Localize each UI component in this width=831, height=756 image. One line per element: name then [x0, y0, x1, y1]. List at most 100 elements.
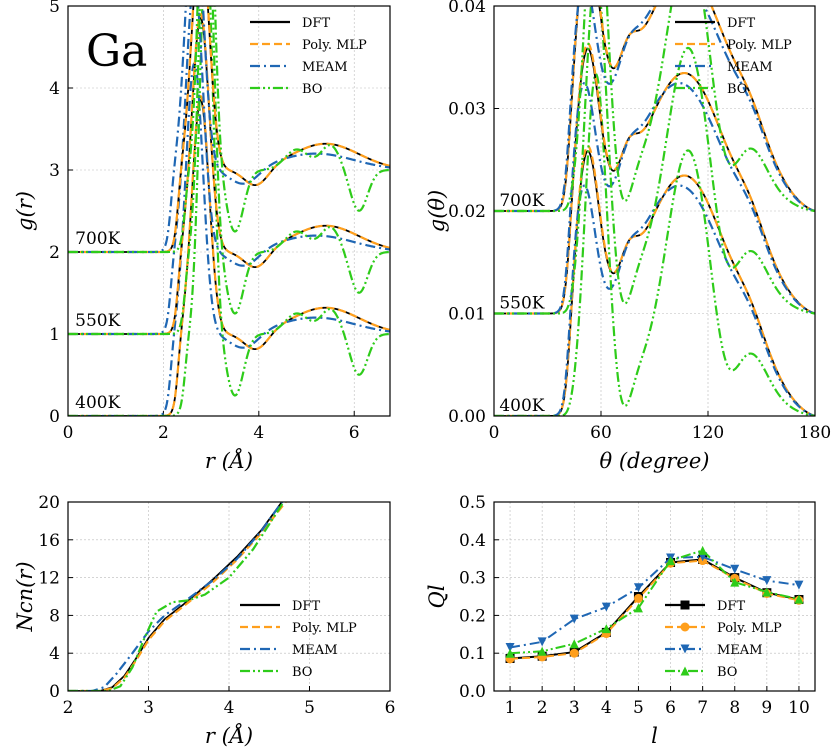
marker-bo [505, 648, 515, 658]
axes-frame [67, 501, 391, 692]
x-tick-label: 8 [729, 698, 740, 718]
marker-meam [794, 580, 804, 590]
legend: DFT Poly. MLP MEAM BO [675, 16, 792, 97]
x-tick-label: 2 [537, 698, 548, 718]
y-axis-label: Ncn(r) [13, 561, 37, 632]
y-tick-label: 0 [49, 682, 60, 702]
x-tick-label: 6 [349, 423, 360, 443]
x-axis-label: r (Å) [205, 723, 253, 748]
x-tick-label: 60 [590, 423, 612, 443]
x-tick-label: 180 [799, 423, 831, 443]
y-tick-label: 12 [38, 569, 60, 589]
series-bo-2 [494, 6, 815, 213]
x-tick-label: 0 [489, 423, 500, 443]
x-tick-label: 9 [761, 698, 772, 718]
legend-label: MEAM [302, 60, 348, 75]
x-axis-label: l [651, 724, 658, 748]
marker-bo [730, 577, 740, 587]
legend-label: DFT [717, 599, 745, 614]
legend-label: Poly. MLP [292, 621, 357, 636]
x-tick-label: 3 [569, 698, 580, 718]
legend: DFT Poly. MLP MEAM BO [665, 599, 782, 680]
plot-area-ql [505, 545, 804, 664]
marker-meam [633, 583, 643, 593]
y-tick-label: 0.04 [448, 0, 486, 17]
legend-label: Poly. MLP [302, 38, 367, 53]
y-tick-label: 0.2 [459, 606, 486, 626]
series-meam-2 [494, 6, 815, 213]
axes-frame [493, 5, 816, 417]
x-tick-label: 5 [304, 698, 315, 718]
series-bo-0 [68, 6, 390, 416]
y-tick-label: 2 [49, 243, 60, 263]
legend: DFT Poly. MLP MEAM BO [240, 599, 357, 680]
x-tick-label: 10 [788, 698, 810, 718]
y-axis-label: g(r) [13, 191, 37, 231]
x-tick-label: 3 [143, 698, 154, 718]
legend-label: MEAM [727, 60, 773, 75]
y-tick-label: 5 [49, 0, 60, 17]
legend: DFT Poly. MLP MEAM BO [250, 16, 367, 97]
element-label: Ga [86, 26, 147, 77]
legend-label: MEAM [717, 643, 763, 658]
y-axis-label: g(θ) [425, 190, 449, 232]
series-meam-0 [494, 184, 815, 416]
x-axis-label: θ (degree) [600, 449, 710, 473]
series-poly-mlp [509, 559, 800, 660]
y-tick-label: 1 [49, 325, 60, 345]
series-meam-1 [494, 81, 815, 315]
x-tick-label: 4 [601, 698, 612, 718]
panel-ql: 1 2 3 4 5 6 7 8 9 10 0.0 0.1 0.2 0.3 0.4 0.5 l Ql DFT Poly.… [425, 493, 816, 748]
temperature-annotation: 550K [75, 311, 120, 331]
marker-bo [633, 603, 643, 613]
marker-bo [666, 556, 676, 566]
y-tick-label: 4 [49, 644, 60, 664]
x-tick-label: 120 [692, 423, 724, 443]
legend-label: Poly. MLP [727, 38, 792, 53]
x-tick-label: 5 [633, 698, 644, 718]
y-tick-label: 20 [38, 493, 60, 513]
x-tick-label: 2 [63, 698, 74, 718]
temperature-annotation: 400K [75, 393, 120, 413]
marker-meam [601, 602, 611, 612]
x-tick-label: 7 [697, 698, 708, 718]
marker-bo [794, 594, 804, 604]
y-tick-label: 16 [38, 531, 60, 551]
temperature-annotation: 550K [499, 293, 544, 313]
series-poly-mlp-2 [494, 6, 815, 213]
marker-meam [762, 576, 772, 586]
marker-meam [730, 564, 740, 574]
series-dft-2 [494, 6, 815, 212]
marker-meam [569, 614, 579, 624]
series-bo-2 [68, 6, 390, 254]
series-poly-mlp-0 [68, 94, 390, 416]
legend-label: DFT [727, 16, 755, 31]
plot-area-gr [68, 6, 390, 416]
y-tick-label: 0.4 [459, 531, 486, 551]
legend-label: BO [727, 82, 747, 97]
legend-marker [680, 622, 690, 632]
y-tick-label: 0.02 [448, 202, 486, 222]
y-tick-label: 0.5 [459, 493, 486, 513]
y-tick-label: 3 [49, 161, 60, 181]
y-tick-label: 0.1 [459, 644, 486, 664]
series-poly-mlp [68, 502, 288, 691]
marker-bo [537, 646, 547, 656]
series-meam [509, 555, 800, 649]
marker-poly-mlp [633, 593, 643, 603]
x-tick-label: 6 [665, 698, 676, 718]
series-bo [509, 549, 800, 655]
y-tick-label: 4 [49, 79, 60, 99]
x-tick-label: 4 [253, 423, 264, 443]
marker-bo [569, 639, 579, 649]
marker-meam [537, 637, 547, 647]
legend-label: BO [717, 665, 737, 680]
legend-marker [680, 600, 690, 610]
series-bo-1 [68, 6, 390, 336]
plot-area-gtheta [494, 6, 815, 416]
temperature-annotation: 700K [499, 191, 544, 211]
temperature-annotation: 400K [499, 396, 544, 416]
y-tick-label: 0 [49, 407, 60, 427]
legend-label: Poly. MLP [717, 621, 782, 636]
series-bo-1 [494, 6, 815, 315]
